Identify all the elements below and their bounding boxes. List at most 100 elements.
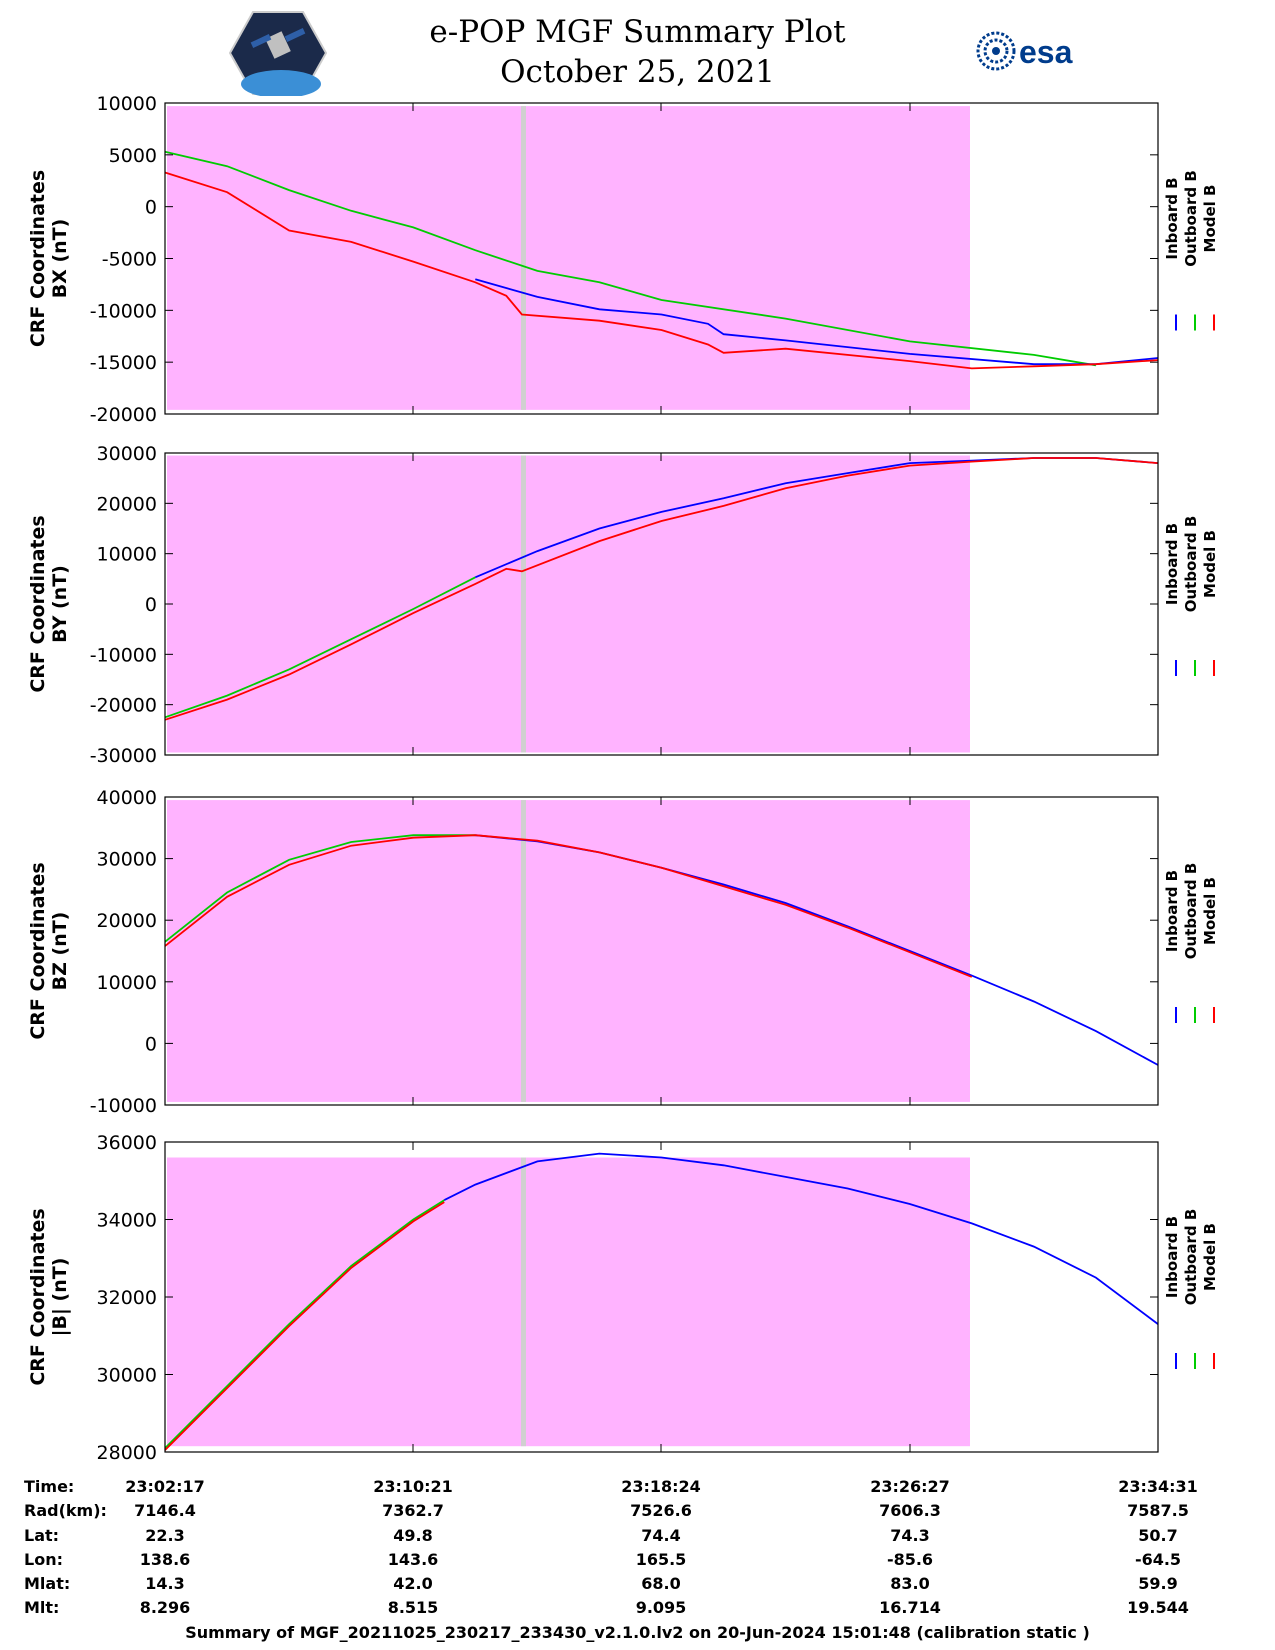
y-tick-label: -30000 <box>90 745 157 767</box>
legend-label: Model B <box>1201 877 1219 945</box>
footer-caption: Summary of MGF_20211025_230217_233430_v2… <box>185 1623 1090 1642</box>
series-line-inboard-b <box>475 278 1159 366</box>
table-cell: 143.6 <box>387 1550 439 1569</box>
table-row-label: Mlt: <box>24 1598 60 1617</box>
series-line-model-b <box>164 1201 445 1451</box>
table-cell: 7362.7 <box>382 1501 444 1520</box>
series-line-model-b <box>164 834 973 978</box>
y-tick-label: 0 <box>145 1033 157 1055</box>
esa-logo-text: esa <box>1019 34 1073 70</box>
table-cell: 9.095 <box>635 1598 687 1617</box>
legend-label: Model B <box>1201 1223 1219 1291</box>
y-tick-label: 10000 <box>97 93 157 115</box>
y-tick-label: -20000 <box>90 404 157 426</box>
y-tick-label: 32000 <box>97 1287 157 1309</box>
y-tick-label: -15000 <box>90 352 157 374</box>
table-cell: 49.8 <box>393 1526 433 1545</box>
series-line-outboard-b <box>164 150 1097 367</box>
plot-date: October 25, 2021 <box>500 54 775 90</box>
table-cell: 68.0 <box>641 1574 681 1593</box>
table-cell: 8.515 <box>387 1598 439 1617</box>
series-line-inboard-b <box>443 1152 1159 1325</box>
table-row-label: Lat: <box>24 1526 60 1545</box>
table-row-label: Time: <box>24 1477 75 1496</box>
table-cell: 165.5 <box>635 1550 687 1569</box>
y-tick-label: 34000 <box>97 1210 157 1232</box>
series-line-model-b <box>164 457 1159 721</box>
y-axis-label: CRF CoordinatesBZ (nT) <box>27 862 71 1039</box>
table-row-label: Rad(km): <box>24 1501 107 1520</box>
y-axis-label: CRF Coordinates|B| (nT) <box>27 1208 71 1385</box>
cassiope-mission-logo <box>229 11 327 96</box>
table-cell: 19.544 <box>1127 1598 1189 1617</box>
table-cell: 23:02:17 <box>125 1477 205 1496</box>
table-row-label: Mlat: <box>24 1574 71 1593</box>
data-gap-stripe <box>521 1157 526 1447</box>
legend-label: Inboard B <box>1163 1216 1181 1298</box>
legend-label: Inboard B <box>1163 177 1181 259</box>
shaded-region <box>167 800 970 1102</box>
y-tick-label: -10000 <box>90 644 157 666</box>
series-line-model-b <box>164 171 1159 370</box>
legend-label: Inboard B <box>1163 523 1181 605</box>
series-line-outboard-b <box>164 834 476 943</box>
y-tick-label: 0 <box>145 594 157 616</box>
table-row-label: Lon: <box>24 1550 63 1569</box>
data-gap-stripe <box>521 106 526 410</box>
table-cell: 23:10:21 <box>373 1477 453 1496</box>
y-tick-label: -5000 <box>102 249 157 271</box>
legend-label: Outboard B <box>1182 863 1200 960</box>
y-tick-label: 5000 <box>109 145 157 167</box>
y-tick-label: 28000 <box>97 1442 157 1464</box>
table-cell: 23:34:31 <box>1118 1477 1198 1496</box>
table-cell: 138.6 <box>139 1550 191 1569</box>
table-cell: 74.3 <box>890 1526 930 1545</box>
y-tick-label: 30000 <box>97 443 157 465</box>
legend-label: Model B <box>1201 530 1219 598</box>
y-tick-label: 30000 <box>97 1365 157 1387</box>
legend-label: Outboard B <box>1182 516 1200 613</box>
esa-logo-mark-icon <box>976 31 1016 71</box>
table-cell: 22.3 <box>145 1526 185 1545</box>
table-cell: 23:26:27 <box>870 1477 950 1496</box>
table-cell: 59.9 <box>1138 1574 1178 1593</box>
table-cell: 8.296 <box>139 1598 191 1617</box>
table-cell: 7587.5 <box>1127 1501 1189 1520</box>
table-cell: 23:18:24 <box>621 1477 701 1496</box>
table-cell: 42.0 <box>393 1574 433 1593</box>
shaded-region <box>167 1157 970 1447</box>
y-tick-label: -20000 <box>90 695 157 717</box>
y-tick-label: 36000 <box>97 1132 157 1154</box>
y-tick-label: -10000 <box>90 300 157 322</box>
table-cell: 16.714 <box>879 1598 941 1617</box>
y-tick-label: 40000 <box>97 787 157 809</box>
table-cell: 14.3 <box>145 1574 185 1593</box>
y-tick-label: -10000 <box>90 1095 157 1117</box>
esa-logo: esa <box>976 31 1073 71</box>
table-cell: -64.5 <box>1134 1550 1182 1569</box>
plot-title: e-POP MGF Summary Plot <box>429 14 846 50</box>
legend-label: Outboard B <box>1182 170 1200 267</box>
legend-label: Inboard B <box>1163 870 1181 952</box>
legend-label: Model B <box>1201 185 1219 253</box>
y-tick-label: 10000 <box>97 972 157 994</box>
y-tick-label: 20000 <box>97 910 157 932</box>
table-cell: 7146.4 <box>134 1501 196 1520</box>
table-cell: 74.4 <box>641 1526 681 1545</box>
y-tick-label: 10000 <box>97 544 157 566</box>
y-axis-label: CRF CoordinatesBX (nT) <box>27 170 71 347</box>
series-line-outboard-b <box>164 1199 445 1449</box>
shaded-region <box>167 455 970 753</box>
legend-label: Outboard B <box>1182 1209 1200 1306</box>
series-line-outboard-b <box>164 576 476 719</box>
table-cell: -85.6 <box>886 1550 934 1569</box>
data-gap-stripe <box>521 455 526 753</box>
table-cell: 50.7 <box>1138 1526 1178 1545</box>
y-axis-label: CRF CoordinatesBY (nT) <box>27 515 71 692</box>
y-tick-label: 20000 <box>97 493 157 515</box>
y-tick-label: 30000 <box>97 849 157 871</box>
data-gap-stripe <box>521 800 526 1102</box>
shaded-region <box>167 106 970 410</box>
y-tick-label: 0 <box>145 197 157 219</box>
